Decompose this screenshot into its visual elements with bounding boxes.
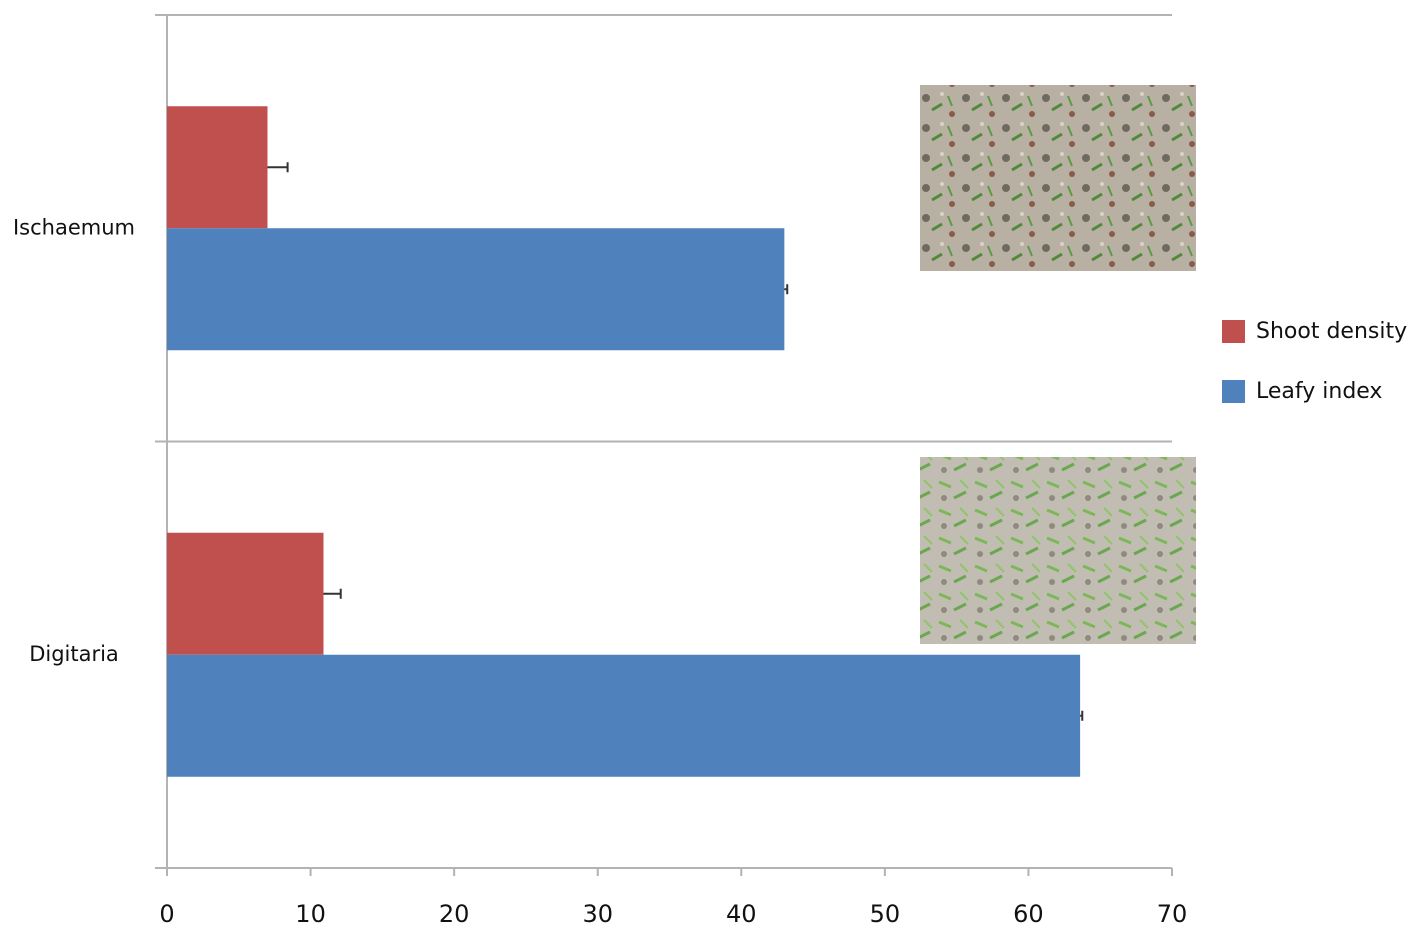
photo-ischaemum [920, 85, 1196, 271]
legend-label: Leafy index [1256, 379, 1382, 404]
x-tick-label: 60 [1013, 900, 1044, 926]
bar [167, 533, 323, 655]
x-tick-label: 0 [159, 900, 174, 926]
error-bar [268, 162, 288, 172]
x-tick-label: 70 [1157, 900, 1188, 926]
error-bar [323, 589, 340, 599]
error-bar [1080, 711, 1082, 721]
page: {"chart_data": {"type": "bar", "orientat… [0, 0, 1424, 926]
x-tick-label: 50 [870, 900, 901, 926]
category-label: Ischaemum [13, 215, 135, 239]
photo-digitaria [920, 457, 1196, 644]
legend-label: Shoot density [1256, 319, 1407, 344]
x-tick-label: 30 [582, 900, 613, 926]
x-tick-label: 20 [439, 900, 470, 926]
category-label: Digitaria [29, 642, 119, 666]
legend-swatch [1222, 320, 1245, 343]
legend-swatch [1222, 380, 1245, 403]
bar [167, 228, 784, 350]
error-bar [784, 284, 787, 294]
x-tick-label: 40 [726, 900, 757, 926]
bar [167, 106, 268, 228]
chart: 0 10 20 30 40 50 60 70 Ischaemum Digitaria Shoot d… [0, 0, 1424, 926]
bar [167, 655, 1080, 777]
x-tick-label: 10 [295, 900, 326, 926]
